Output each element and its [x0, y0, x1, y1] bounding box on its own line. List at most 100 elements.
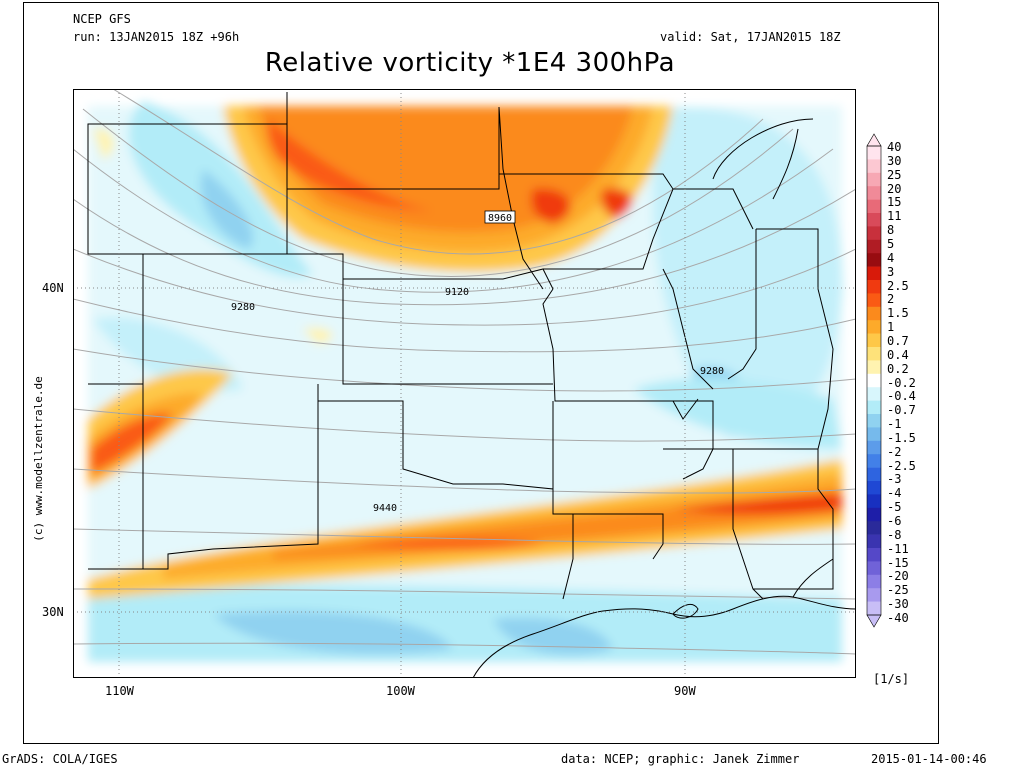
- colorbar-level-label: 0.7: [887, 333, 909, 348]
- colorbar-swatch: [867, 266, 881, 281]
- colorbar-level-label: -15: [887, 555, 909, 570]
- colorbar-level-label: -20: [887, 569, 909, 584]
- colorbar-swatch: [867, 306, 881, 321]
- colorbar-swatch: [867, 534, 881, 549]
- colorbar-swatch: [867, 360, 881, 375]
- coastline: [472, 558, 856, 678]
- colorbar-swatch: [867, 172, 881, 187]
- colorbar-level-label: -3: [887, 472, 902, 487]
- chart-title: Relative vorticity *1E4 300hPa: [264, 48, 676, 78]
- colorbar-swatch: [867, 574, 881, 589]
- map-border: [73, 89, 856, 678]
- contour-label: 9120: [445, 287, 469, 298]
- colorbar-outline: [866, 145, 882, 616]
- colorbar-level-label: -4: [887, 486, 902, 501]
- colorbar-level-label: 40: [887, 140, 902, 154]
- colorbar-swatch: [867, 213, 881, 227]
- colorbar-level-label: 30: [887, 153, 902, 168]
- colorbar-level-label: 0.2: [887, 361, 909, 376]
- colorbar-swatch: [867, 601, 881, 616]
- colorbar-level-label: -0.7: [887, 403, 916, 418]
- colorbar-level-label: -5: [887, 500, 902, 515]
- contour-label: 9280: [231, 302, 255, 313]
- colorbar-swatch: [867, 293, 881, 308]
- vorticity-map: 8960 9120 9280 9280 9440: [73, 89, 856, 678]
- colorbar-level-label: -1: [887, 417, 902, 432]
- colorbar-level-label: -0.4: [887, 389, 916, 404]
- plot-frame: [23, 2, 939, 744]
- colorbar-level-label: 3: [887, 264, 895, 279]
- colorbar-max-arrow: [866, 133, 882, 147]
- colorbar-level-label: -40: [887, 611, 909, 625]
- contour-label: 8960: [488, 213, 512, 224]
- valid-time: valid: Sat, 17JAN2015 18Z: [660, 30, 841, 44]
- colorbar-level-label: -6: [887, 514, 902, 529]
- colorbar-swatch: [867, 226, 881, 241]
- colorbar-swatch: [867, 454, 881, 468]
- lat-label: 40N: [42, 281, 64, 295]
- colorbar-swatch: [867, 414, 881, 428]
- colorbar-swatch: [867, 159, 881, 174]
- colorbar-swatch: [867, 427, 881, 442]
- lat-lon-grid: [73, 89, 856, 678]
- colorbar-swatch: [867, 347, 881, 361]
- colorbar-unit: [1/s]: [873, 672, 910, 686]
- colorbar-level-label: 15: [887, 195, 902, 210]
- model-name: NCEP GFS: [73, 12, 131, 26]
- lon-label: 90W: [674, 684, 696, 698]
- colorbar-swatch: [867, 373, 881, 388]
- colorbar-level-label: 20: [887, 181, 902, 196]
- colorbar-level-label: 0.4: [887, 347, 909, 362]
- lon-label: 110W: [105, 684, 134, 698]
- colorbar-level-label: -1.5: [887, 430, 916, 445]
- colorbar-swatch: [867, 561, 881, 576]
- colorbar-min-arrow: [866, 614, 882, 628]
- colorbar-level-label: 2.5: [887, 278, 909, 293]
- colorbar-level-label: 8: [887, 223, 895, 238]
- state-borders: [87, 92, 834, 600]
- colorbar-level-label: 1.5: [887, 306, 909, 321]
- footer-software: GrADS: COLA/IGES: [2, 752, 118, 766]
- colorbar-level-label: 5: [887, 236, 895, 251]
- colorbar-swatch: [867, 588, 881, 602]
- side-credit: (c) www.modellzentrale.de: [32, 376, 45, 542]
- vorticity-shading: [88, 101, 843, 662]
- colorbar-swatch: [867, 387, 881, 401]
- lat-label: 30N: [42, 605, 64, 619]
- contour-label: 9280: [700, 366, 724, 377]
- colorbar-level-label: 11: [887, 209, 902, 224]
- colorbar-swatch: [867, 481, 881, 495]
- contour-labels: 8960 9120 9280 9280 9440: [231, 210, 724, 514]
- colorbar-level-label: -2.5: [887, 458, 916, 473]
- colorbar: [866, 133, 882, 628]
- run-time: run: 13JAN2015 18Z +96h: [73, 30, 240, 44]
- colorbar-swatch: [867, 146, 881, 160]
- colorbar-level-label: -8: [887, 527, 902, 542]
- colorbar-level-label: -2: [887, 444, 902, 459]
- colorbar-level-label: 1: [887, 320, 895, 335]
- footer-credit: data: NCEP; graphic: Janek Zimmer: [561, 752, 800, 766]
- footer-timestamp: 2015-01-14-00:46: [871, 752, 987, 766]
- colorbar-level-label: 25: [887, 167, 902, 182]
- contour-label: 9440: [373, 503, 397, 514]
- colorbar-swatch: [867, 199, 881, 214]
- colorbar-level-label: -30: [887, 597, 909, 612]
- colorbar-swatch: [867, 320, 881, 334]
- colorbar-swatch: [867, 280, 881, 294]
- colorbar-swatch: [867, 400, 881, 415]
- colorbar-swatch: [867, 239, 881, 254]
- colorbar-swatch: [867, 521, 881, 535]
- colorbar-level-label: -25: [887, 583, 909, 598]
- colorbar-swatch: [867, 548, 881, 562]
- colorbar-level-label: 4: [887, 250, 895, 265]
- colorbar-swatch: [867, 253, 881, 267]
- colorbar-swatch: [867, 494, 881, 509]
- colorbar-swatch: [867, 333, 881, 348]
- colorbar-swatch: [867, 440, 881, 455]
- colorbar-level-label: -0.2: [887, 375, 916, 390]
- colorbar-swatch: [867, 186, 881, 200]
- colorbar-level-label: -11: [887, 541, 909, 556]
- lon-label: 100W: [386, 684, 415, 698]
- colorbar-swatch: [867, 507, 881, 522]
- colorbar-swatch: [867, 467, 881, 482]
